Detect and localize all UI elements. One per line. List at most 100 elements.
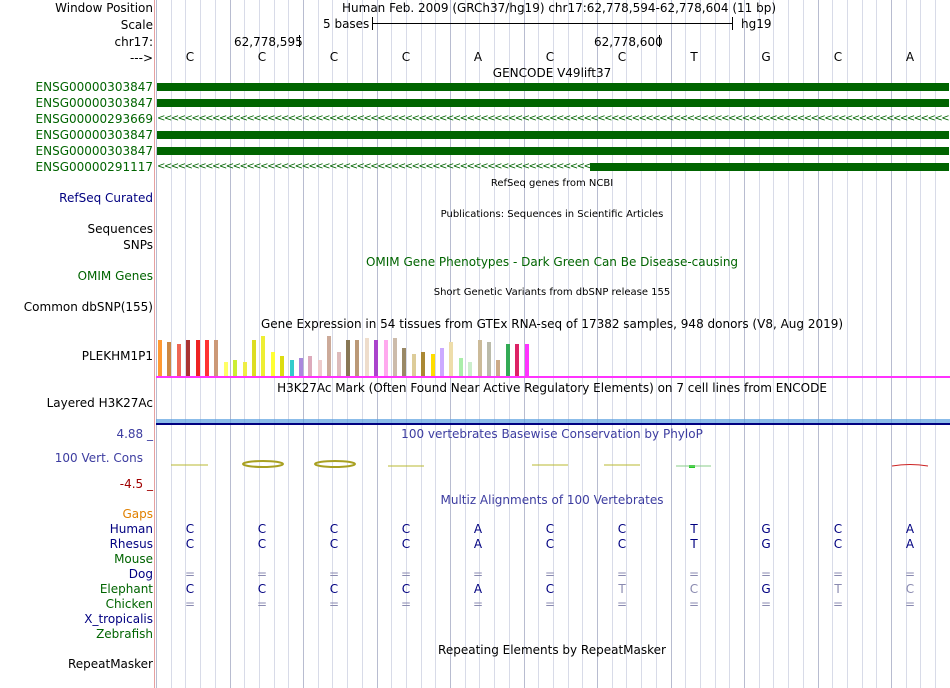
gtex-tissue-bar[interactable]: [477, 340, 482, 376]
gene-exon-bar[interactable]: [157, 83, 949, 91]
gtex-tissue-bar[interactable]: [346, 340, 350, 376]
gtex-tissue-bar[interactable]: [411, 354, 416, 376]
species-label[interactable]: Mouse: [114, 552, 153, 566]
gtex-label[interactable]: PLEKHM1P1: [81, 349, 153, 363]
gtex-tissue-bar[interactable]: [449, 342, 454, 376]
species-label[interactable]: Zebrafish: [96, 627, 153, 641]
aligned-base: C: [401, 537, 411, 551]
gtex-tissue-bar[interactable]: [364, 338, 369, 376]
aligned-base: C: [545, 537, 555, 551]
aligned-base: =: [760, 597, 772, 611]
aligned-base: C: [689, 582, 699, 596]
omim-label[interactable]: OMIM Genes: [77, 269, 153, 283]
gencode-gene-label[interactable]: ENSG00000291117: [35, 160, 153, 174]
aligned-base: =: [760, 567, 772, 581]
gtex-tissue-bar[interactable]: [233, 360, 238, 376]
gencode-gene-label[interactable]: ENSG00000303847: [35, 128, 153, 142]
gtex-tissue-bar[interactable]: [270, 352, 275, 376]
gtex-tissue-bar[interactable]: [468, 362, 473, 376]
aligned-base: =: [184, 597, 196, 611]
chrom-label: chr17:: [114, 35, 153, 49]
h3k27-label[interactable]: Layered H3K27Ac: [46, 396, 153, 410]
aligned-base: =: [400, 567, 412, 581]
gtex-tissue-bar[interactable]: [458, 358, 463, 376]
aligned-base: =: [544, 567, 556, 581]
species-label[interactable]: Human: [109, 522, 153, 536]
gtex-tissue-bar[interactable]: [289, 360, 294, 376]
gtex-bar-chart: [156, 334, 950, 376]
reference-base: C: [185, 50, 195, 64]
aligned-base: =: [256, 567, 268, 581]
gene-exon-bar[interactable]: [157, 99, 949, 107]
species-label[interactable]: Chicken: [105, 597, 153, 611]
gtex-tissue-bar[interactable]: [374, 340, 379, 376]
species-label[interactable]: Dog: [128, 567, 153, 581]
gtex-tissue-bar[interactable]: [308, 356, 313, 376]
gtex-tissue-bar[interactable]: [355, 340, 360, 376]
species-label[interactable]: Rhesus: [109, 537, 153, 551]
gene-exon-bar[interactable]: [157, 147, 949, 155]
gtex-tissue-bar[interactable]: [158, 340, 162, 376]
gtex-tissue-bar[interactable]: [167, 342, 172, 376]
gtex-tissue-bar[interactable]: [299, 358, 303, 376]
aligned-base: T: [690, 522, 698, 536]
reference-base: C: [617, 50, 627, 64]
aligned-base: C: [833, 537, 843, 551]
pubs-caption: Publications: Sequences in Scientific Ar…: [440, 209, 664, 220]
scale-bar: [372, 23, 733, 24]
gtex-tissue-bar[interactable]: [252, 340, 256, 376]
aligned-base: C: [329, 522, 339, 536]
gencode-gene-label[interactable]: ENSG00000303847: [35, 96, 153, 110]
snps-label[interactable]: SNPs: [123, 238, 153, 252]
gtex-tissue-bar[interactable]: [186, 340, 191, 376]
gtex-tissue-bar[interactable]: [261, 336, 266, 376]
window-position-value: Human Feb. 2009 (GRCh37/hg19) chr17:62,7…: [342, 1, 777, 15]
coord-label-2: 62,778,600: [594, 35, 663, 49]
sequences-label[interactable]: Sequences: [87, 222, 153, 236]
species-label[interactable]: X_tropicalis: [84, 612, 153, 626]
reference-base: C: [401, 50, 411, 64]
gene-intron-strand[interactable]: <<<<<<<<<<<<<<<<<<<<<<<<<<<<<<<<<<<<<<<<…: [157, 115, 949, 123]
gtex-tissue-bar[interactable]: [440, 348, 444, 376]
gtex-tissue-bar[interactable]: [505, 344, 510, 376]
gencode-gene-label[interactable]: ENSG00000303847: [35, 144, 153, 158]
gene-intron-strand[interactable]: <<<<<<<<<<<<<<<<<<<<<<<<<<<<<<<<<<<<<<<<…: [157, 163, 590, 171]
aligned-base: C: [329, 582, 339, 596]
gtex-tissue-bar[interactable]: [496, 360, 501, 376]
multiz-caption: Multiz Alignments of 100 Vertebrates: [440, 493, 664, 507]
gencode-gene-label[interactable]: ENSG00000293669: [35, 112, 153, 126]
aligned-base: C: [185, 537, 195, 551]
gtex-tissue-bar[interactable]: [214, 340, 219, 376]
gtex-tissue-bar[interactable]: [336, 352, 341, 376]
gene-exon-bar[interactable]: [157, 131, 949, 139]
gtex-tissue-bar[interactable]: [223, 362, 228, 376]
aligned-base: =: [328, 567, 340, 581]
aligned-base: C: [257, 582, 267, 596]
gene-exon-bar[interactable]: [590, 163, 949, 171]
gtex-tissue-bar[interactable]: [195, 340, 200, 376]
gtex-tissue-bar[interactable]: [421, 352, 426, 376]
gtex-tissue-bar[interactable]: [317, 360, 322, 376]
refseq-label[interactable]: RefSeq Curated: [59, 191, 153, 205]
gencode-gene-label[interactable]: ENSG00000303847: [35, 80, 153, 94]
gtex-tissue-bar[interactable]: [487, 342, 491, 376]
gtex-tissue-bar[interactable]: [242, 362, 247, 376]
gtex-tissue-bar[interactable]: [524, 344, 529, 376]
aligned-base: =: [904, 567, 916, 581]
gtex-tissue-bar[interactable]: [205, 340, 209, 376]
aligned-base: C: [401, 522, 411, 536]
gtex-tissue-bar[interactable]: [393, 338, 397, 376]
gtex-tissue-bar[interactable]: [280, 356, 285, 376]
gtex-tissue-bar[interactable]: [402, 348, 407, 376]
gtex-tissue-bar[interactable]: [430, 354, 435, 376]
gtex-tissue-bar[interactable]: [176, 344, 181, 376]
gtex-tissue-bar[interactable]: [383, 340, 388, 376]
cons-label[interactable]: 100 Vert. Cons: [54, 451, 143, 465]
reference-base: G: [761, 50, 771, 64]
species-label[interactable]: Elephant: [99, 582, 153, 596]
dbsnp-label[interactable]: Common dbSNP(155): [23, 300, 153, 314]
gtex-tissue-bar[interactable]: [327, 336, 332, 376]
gtex-tissue-bar[interactable]: [515, 344, 520, 376]
repeat-label[interactable]: RepeatMasker: [67, 657, 153, 671]
aligned-base: C: [257, 537, 267, 551]
